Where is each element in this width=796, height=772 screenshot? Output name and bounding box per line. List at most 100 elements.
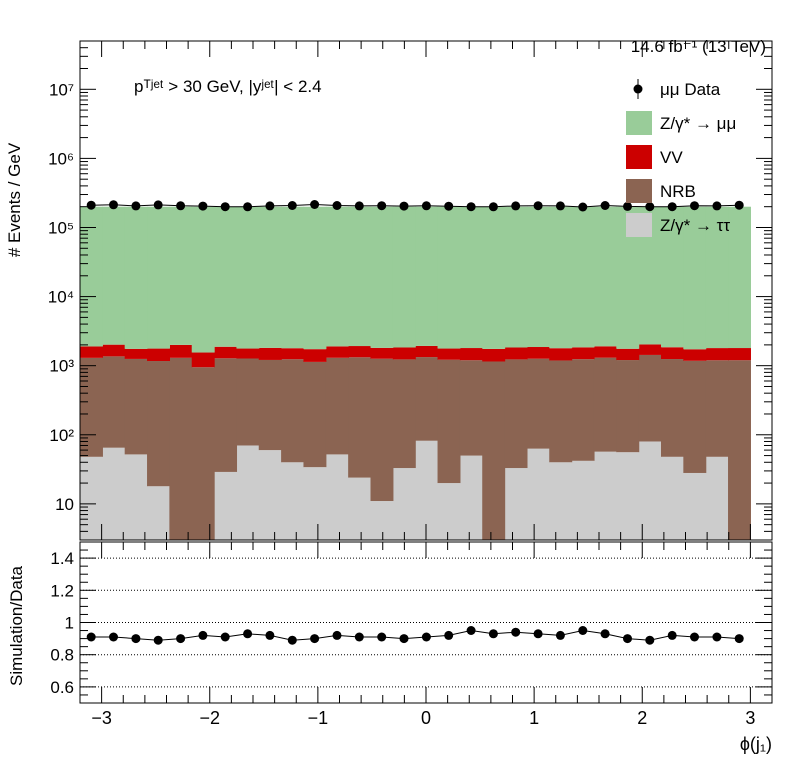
ratio-line: [91, 629, 740, 641]
bar-3-19: [504, 206, 528, 348]
bar-2-14: [392, 347, 416, 360]
bar-0-28: [705, 456, 729, 540]
y-tick-label-0: 10: [55, 495, 74, 514]
bar-2-12: [348, 346, 372, 358]
cut-text: pᵀʲᵉᵗ > 30 GeV, |yʲᵉᵗ| < 2.4: [134, 77, 322, 96]
data-point-13: [377, 201, 387, 211]
ratio-panel-points: [86, 626, 744, 645]
bar-3-18: [482, 206, 506, 349]
ratio-point-14: [399, 634, 409, 644]
bar-2-2: [124, 348, 148, 359]
bar-3-22: [571, 206, 595, 348]
bar-3-25: [638, 206, 662, 345]
bar-2-17: [459, 348, 483, 361]
bar-3-17: [459, 206, 483, 349]
bar-0-22: [571, 460, 595, 540]
bar-0-12: [348, 477, 372, 540]
bar-3-21: [549, 206, 573, 349]
data-point-29: [734, 200, 744, 210]
legend-label-4: Z/γ* → ττ: [660, 216, 730, 235]
data-point-21: [555, 201, 565, 211]
bar-1-11: [325, 357, 349, 455]
data-point-14: [399, 201, 409, 211]
ratio-point-13: [377, 632, 387, 642]
ratio-point-27: [690, 632, 699, 642]
y-tick-label-5: 10⁶: [48, 149, 74, 168]
bar-2-23: [593, 346, 617, 358]
data-point-23: [600, 201, 610, 210]
bar-1-10: [303, 361, 327, 468]
bar-0-11: [325, 454, 349, 540]
bar-1-8: [258, 359, 282, 451]
legend-label-2: VV: [660, 148, 683, 167]
bar-2-25: [638, 344, 662, 355]
legend: μμ Data Z/γ* → μμ VV NRB Z/γ* → ττ: [626, 79, 736, 237]
ratio-point-21: [555, 630, 565, 640]
bar-1-23: [593, 357, 617, 452]
bar-0-21: [549, 462, 573, 540]
data-point-5: [198, 201, 208, 211]
bar-0-17: [459, 455, 483, 540]
ratio-y-axis-label: Simulation/Data: [7, 565, 26, 686]
bar-1-3: [147, 361, 170, 487]
y-tick-label-3: 10⁴: [48, 288, 74, 307]
bar-0-2: [124, 454, 148, 540]
y-tick-label-6: 10⁷: [49, 80, 74, 99]
bar-1-12: [348, 357, 372, 478]
bar-0-24: [616, 452, 640, 540]
bar-3-6: [214, 206, 238, 347]
data-point-11: [332, 201, 342, 210]
top-panel-frame: 10 10² 10³ 10⁴ 10⁵ 10⁶ 10⁷: [48, 40, 773, 541]
data-point-25: [645, 202, 655, 212]
bar-3-8: [258, 206, 282, 348]
data-point-6: [220, 202, 230, 212]
data-point-19: [511, 201, 521, 211]
ratio-point-4: [176, 634, 186, 644]
ratio-panel-grid: [80, 557, 772, 688]
bar-3-13: [370, 206, 394, 348]
ratio-point-5: [198, 630, 208, 640]
ratio-point-9: [287, 635, 297, 645]
bar-3-28: [705, 206, 729, 349]
data-point-28: [712, 201, 722, 211]
ratio-point-28: [712, 632, 722, 642]
bar-1-6: [214, 358, 238, 472]
y-tick-label-2: 10³: [49, 357, 74, 376]
y-axis-label: # Events / GeV: [5, 142, 24, 257]
ratio-point-6: [220, 632, 230, 642]
bar-2-27: [683, 349, 707, 361]
bar-1-7: [236, 358, 260, 446]
bar-3-27: [683, 206, 707, 350]
bar-0-16: [437, 483, 461, 540]
bar-2-4: [169, 344, 193, 358]
bar-2-29: [728, 348, 751, 361]
bar-1-0: [80, 357, 103, 457]
bar-0-15: [415, 440, 439, 540]
bar-0-3: [147, 486, 170, 540]
data-point-12: [354, 201, 364, 211]
data-point-2: [131, 201, 141, 211]
bar-0-10: [303, 467, 327, 540]
bar-1-16: [437, 359, 461, 484]
ratio-panel-frame: 0.6 0.8 1 1.2 1.4 −3 −2 −1 0 1 2 3: [50, 541, 773, 728]
bar-1-5: [191, 367, 215, 540]
ratio-point-7: [243, 629, 253, 639]
legend-swatch-4: [626, 213, 652, 237]
bar-0-1: [102, 447, 126, 540]
bar-0-19: [504, 468, 528, 540]
bar-2-28: [705, 348, 729, 361]
bar-1-1: [102, 356, 126, 448]
bar-1-27: [683, 360, 707, 473]
ratio-point-16: [444, 630, 454, 640]
bar-3-29: [728, 206, 751, 349]
ratio-y-tick-label-1: 0.8: [50, 646, 74, 665]
x-tick-label-2: −1: [308, 708, 329, 728]
bar-1-17: [459, 360, 483, 456]
bar-2-13: [370, 347, 394, 359]
data-point-3: [153, 200, 163, 210]
bar-3-9: [281, 206, 305, 349]
bar-3-1: [102, 206, 126, 345]
bar-0-25: [638, 441, 662, 540]
bar-3-11: [325, 206, 349, 347]
ratio-point-22: [578, 626, 588, 635]
